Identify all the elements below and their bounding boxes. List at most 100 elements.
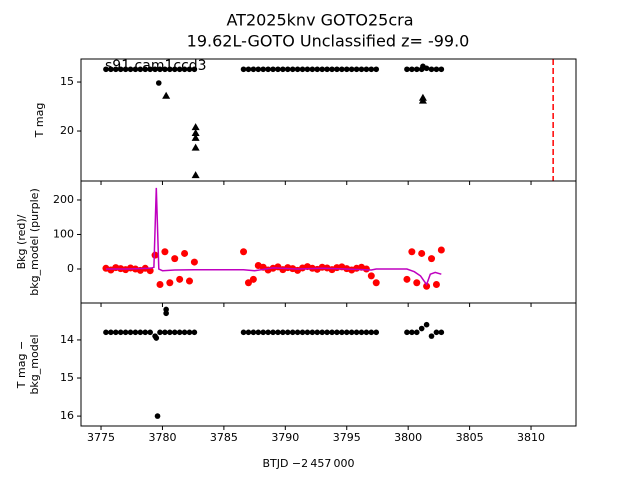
data-point — [265, 66, 271, 73]
data-point — [185, 277, 193, 285]
data-point — [280, 66, 286, 73]
data-point — [294, 66, 301, 73]
data-point — [404, 329, 410, 336]
upper-limit-marker — [191, 128, 200, 136]
data-point — [137, 66, 144, 73]
data-point — [127, 329, 134, 336]
data-point — [289, 66, 296, 73]
data-point — [245, 66, 252, 73]
data-point — [280, 329, 286, 336]
data-point — [147, 329, 153, 336]
data-point — [309, 66, 316, 73]
data-point — [153, 335, 160, 341]
data-point — [240, 66, 247, 73]
y-tick-label: 15 — [60, 371, 74, 384]
data-point — [348, 329, 355, 336]
data-point — [275, 66, 281, 73]
data-point — [299, 66, 306, 73]
data-point — [334, 66, 340, 73]
data-point — [151, 251, 159, 259]
upper-limit-marker — [191, 143, 200, 151]
data-point — [260, 66, 267, 73]
data-point — [162, 329, 168, 336]
x-tick-label: 3780 — [148, 431, 176, 444]
data-line — [105, 187, 442, 287]
x-tick-label: 3795 — [333, 431, 361, 444]
data-point — [368, 66, 375, 73]
x-tick-label: 3810 — [517, 431, 545, 444]
data-point — [142, 329, 149, 336]
chart-title: AT2025knv GOTO25cra — [226, 11, 413, 30]
data-point — [404, 66, 410, 73]
data-point — [314, 329, 321, 336]
data-point — [372, 279, 380, 287]
data-point — [163, 310, 169, 317]
data-point — [329, 329, 335, 336]
data-point — [240, 329, 247, 336]
upper-limit-marker — [418, 96, 427, 104]
data-point — [154, 413, 161, 419]
data-point — [418, 325, 425, 332]
data-point — [289, 329, 296, 336]
data-point — [132, 66, 139, 73]
data-point — [438, 66, 445, 73]
data-point — [161, 248, 169, 256]
y-axis-label: T mag − — [15, 341, 28, 389]
data-point — [103, 329, 109, 336]
data-point — [181, 249, 189, 257]
data-point — [339, 329, 345, 336]
data-point — [294, 329, 301, 336]
upper-limit-marker — [191, 171, 200, 179]
data-point — [353, 66, 360, 73]
data-point — [122, 329, 129, 336]
data-point — [270, 329, 276, 336]
data-point — [270, 66, 276, 73]
data-point — [403, 275, 411, 283]
data-point — [413, 279, 421, 287]
data-point — [314, 66, 321, 73]
data-point — [339, 66, 345, 73]
data-point — [186, 329, 193, 336]
data-point — [423, 321, 430, 328]
y-tick-label: 14 — [60, 333, 74, 346]
data-point — [181, 329, 188, 336]
data-point — [142, 66, 149, 73]
data-point — [171, 66, 178, 73]
data-point — [413, 66, 420, 73]
y-axis-label: Bkg (red)/ — [15, 214, 28, 269]
data-point — [181, 66, 188, 73]
data-point — [275, 329, 281, 336]
data-point — [428, 66, 435, 73]
data-point — [176, 329, 183, 336]
data-point — [373, 329, 380, 336]
data-point — [167, 66, 173, 73]
upper-limit-marker — [191, 123, 200, 131]
upper-limit-marker — [191, 133, 200, 141]
data-point — [418, 249, 426, 257]
y-axis-label: bkg_model — [28, 334, 41, 394]
data-point — [190, 258, 198, 266]
data-point — [363, 329, 370, 336]
data-point — [191, 329, 198, 336]
data-point — [255, 66, 262, 73]
upper-limit-marker — [162, 91, 171, 99]
data-point — [156, 281, 164, 289]
data-point — [433, 329, 440, 336]
data-point — [137, 329, 144, 336]
data-point — [250, 329, 257, 336]
data-point — [343, 66, 350, 73]
data-point — [409, 329, 415, 336]
axes-frame — [80, 302, 577, 427]
data-point — [171, 255, 179, 263]
data-point — [299, 329, 306, 336]
data-point — [304, 329, 311, 336]
data-point — [438, 329, 445, 336]
data-point — [245, 329, 252, 336]
data-point — [157, 66, 163, 73]
data-point — [122, 66, 129, 73]
x-tick-label: 3785 — [210, 431, 238, 444]
data-point — [240, 248, 248, 256]
y-axis-label: bkg_model (purple) — [28, 188, 41, 295]
